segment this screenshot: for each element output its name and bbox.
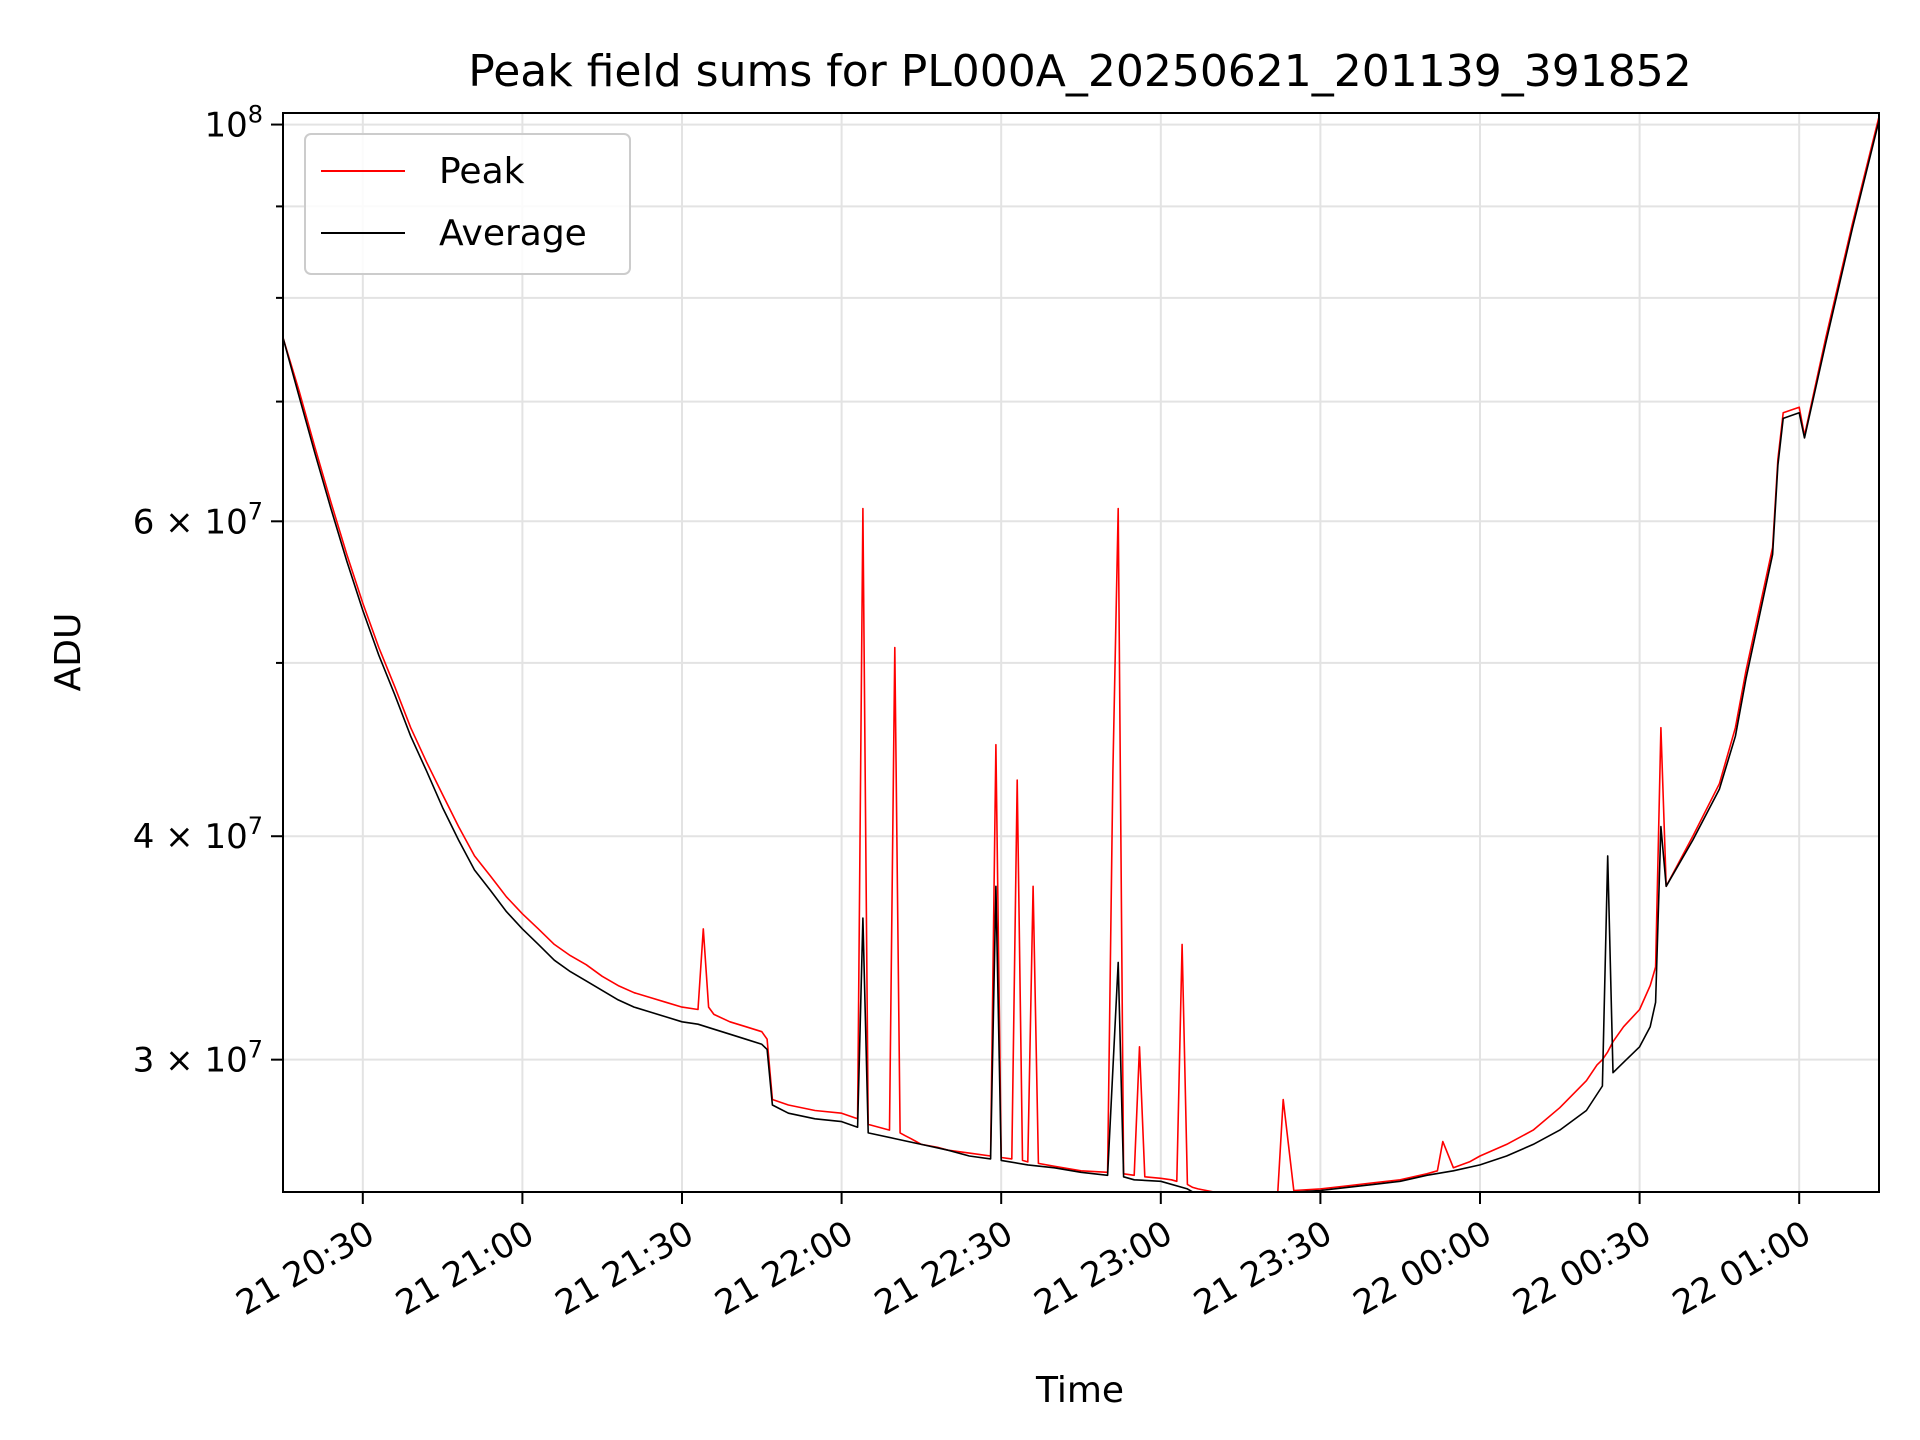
series-line-peak: [283, 116, 1879, 1192]
y-tick-label: 6 × 107: [133, 497, 263, 542]
series-layer: [283, 116, 1879, 1192]
x-tick-label: 21 22:30: [868, 1213, 1020, 1324]
x-tick-label: 21 21:30: [549, 1213, 701, 1324]
x-axis-label: Time: [1035, 1370, 1124, 1411]
x-tick-label: 21 21:00: [389, 1213, 541, 1324]
legend-label-peak: Peak: [439, 151, 525, 192]
y-tick-label: 4 × 107: [133, 812, 263, 857]
x-tick-label: 22 00:00: [1347, 1213, 1499, 1324]
x-tick-label: 22 00:30: [1506, 1213, 1658, 1324]
x-tick-label: 22 01:00: [1666, 1213, 1818, 1324]
x-tick-label: 21 20:30: [230, 1213, 382, 1324]
legend-label-average: Average: [439, 213, 587, 254]
plot-frame: [282, 112, 1880, 1193]
chart-title: Peak field sums for PL000A_20250621_2011…: [468, 46, 1691, 97]
x-tick-label: 21 23:00: [1028, 1213, 1180, 1324]
y-tick-label: 3 × 107: [133, 1036, 263, 1081]
legend: Peak Average: [304, 133, 631, 275]
y-axis-label: ADU: [48, 613, 89, 692]
y-tick-label: 108: [204, 101, 263, 146]
x-tick-label: 21 22:00: [708, 1213, 860, 1324]
series-line-average: [283, 120, 1879, 1192]
tick-layer: 21 20:30 21 21:00 21 21:30 21 22:00 21 22:30…: [133, 101, 1818, 1324]
legend-box: [304, 133, 631, 275]
x-tick-label: 21 23:30: [1187, 1213, 1339, 1324]
